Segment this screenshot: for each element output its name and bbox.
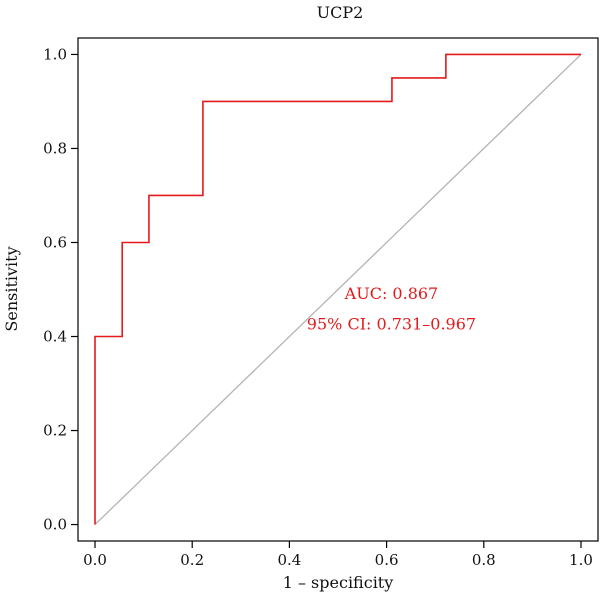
y-tick-label: 0.8 — [43, 139, 67, 157]
x-tick-label: 1.0 — [569, 551, 593, 569]
x-tick-label: 0.6 — [375, 551, 399, 569]
reference-diagonal-line — [94, 53, 582, 526]
y-tick-label: 1.0 — [43, 45, 67, 63]
x-tick-label: 0.4 — [277, 551, 301, 569]
x-tick-label: 0.0 — [83, 551, 107, 569]
annotation-layer: AUC: 0.867 95% CI: 0.731–0.967 — [307, 284, 476, 334]
x-axis: 0.0 0.2 0.4 0.6 0.8 1.0 — [83, 541, 593, 569]
y-tick-label: 0.2 — [43, 422, 67, 440]
chart-title: UCP2 — [317, 3, 364, 22]
series-layer — [94, 53, 582, 526]
y-tick-label: 0.4 — [43, 328, 67, 346]
x-axis-label: 1 – specificity — [283, 573, 394, 592]
x-tick-label: 0.2 — [180, 551, 204, 569]
x-tick-label: 0.8 — [472, 551, 496, 569]
roc-curve-line — [94, 53, 581, 525]
y-tick-label: 0.0 — [43, 516, 67, 534]
plot-frame — [77, 37, 599, 542]
y-axis: 0.0 0.2 0.4 0.6 0.8 1.0 — [43, 45, 78, 534]
y-axis-label: Sensitivity — [2, 246, 21, 331]
y-tick-label: 0.6 — [43, 233, 67, 251]
ci-annotation: 95% CI: 0.731–0.967 — [307, 314, 476, 333]
auc-annotation: AUC: 0.867 — [344, 284, 439, 303]
